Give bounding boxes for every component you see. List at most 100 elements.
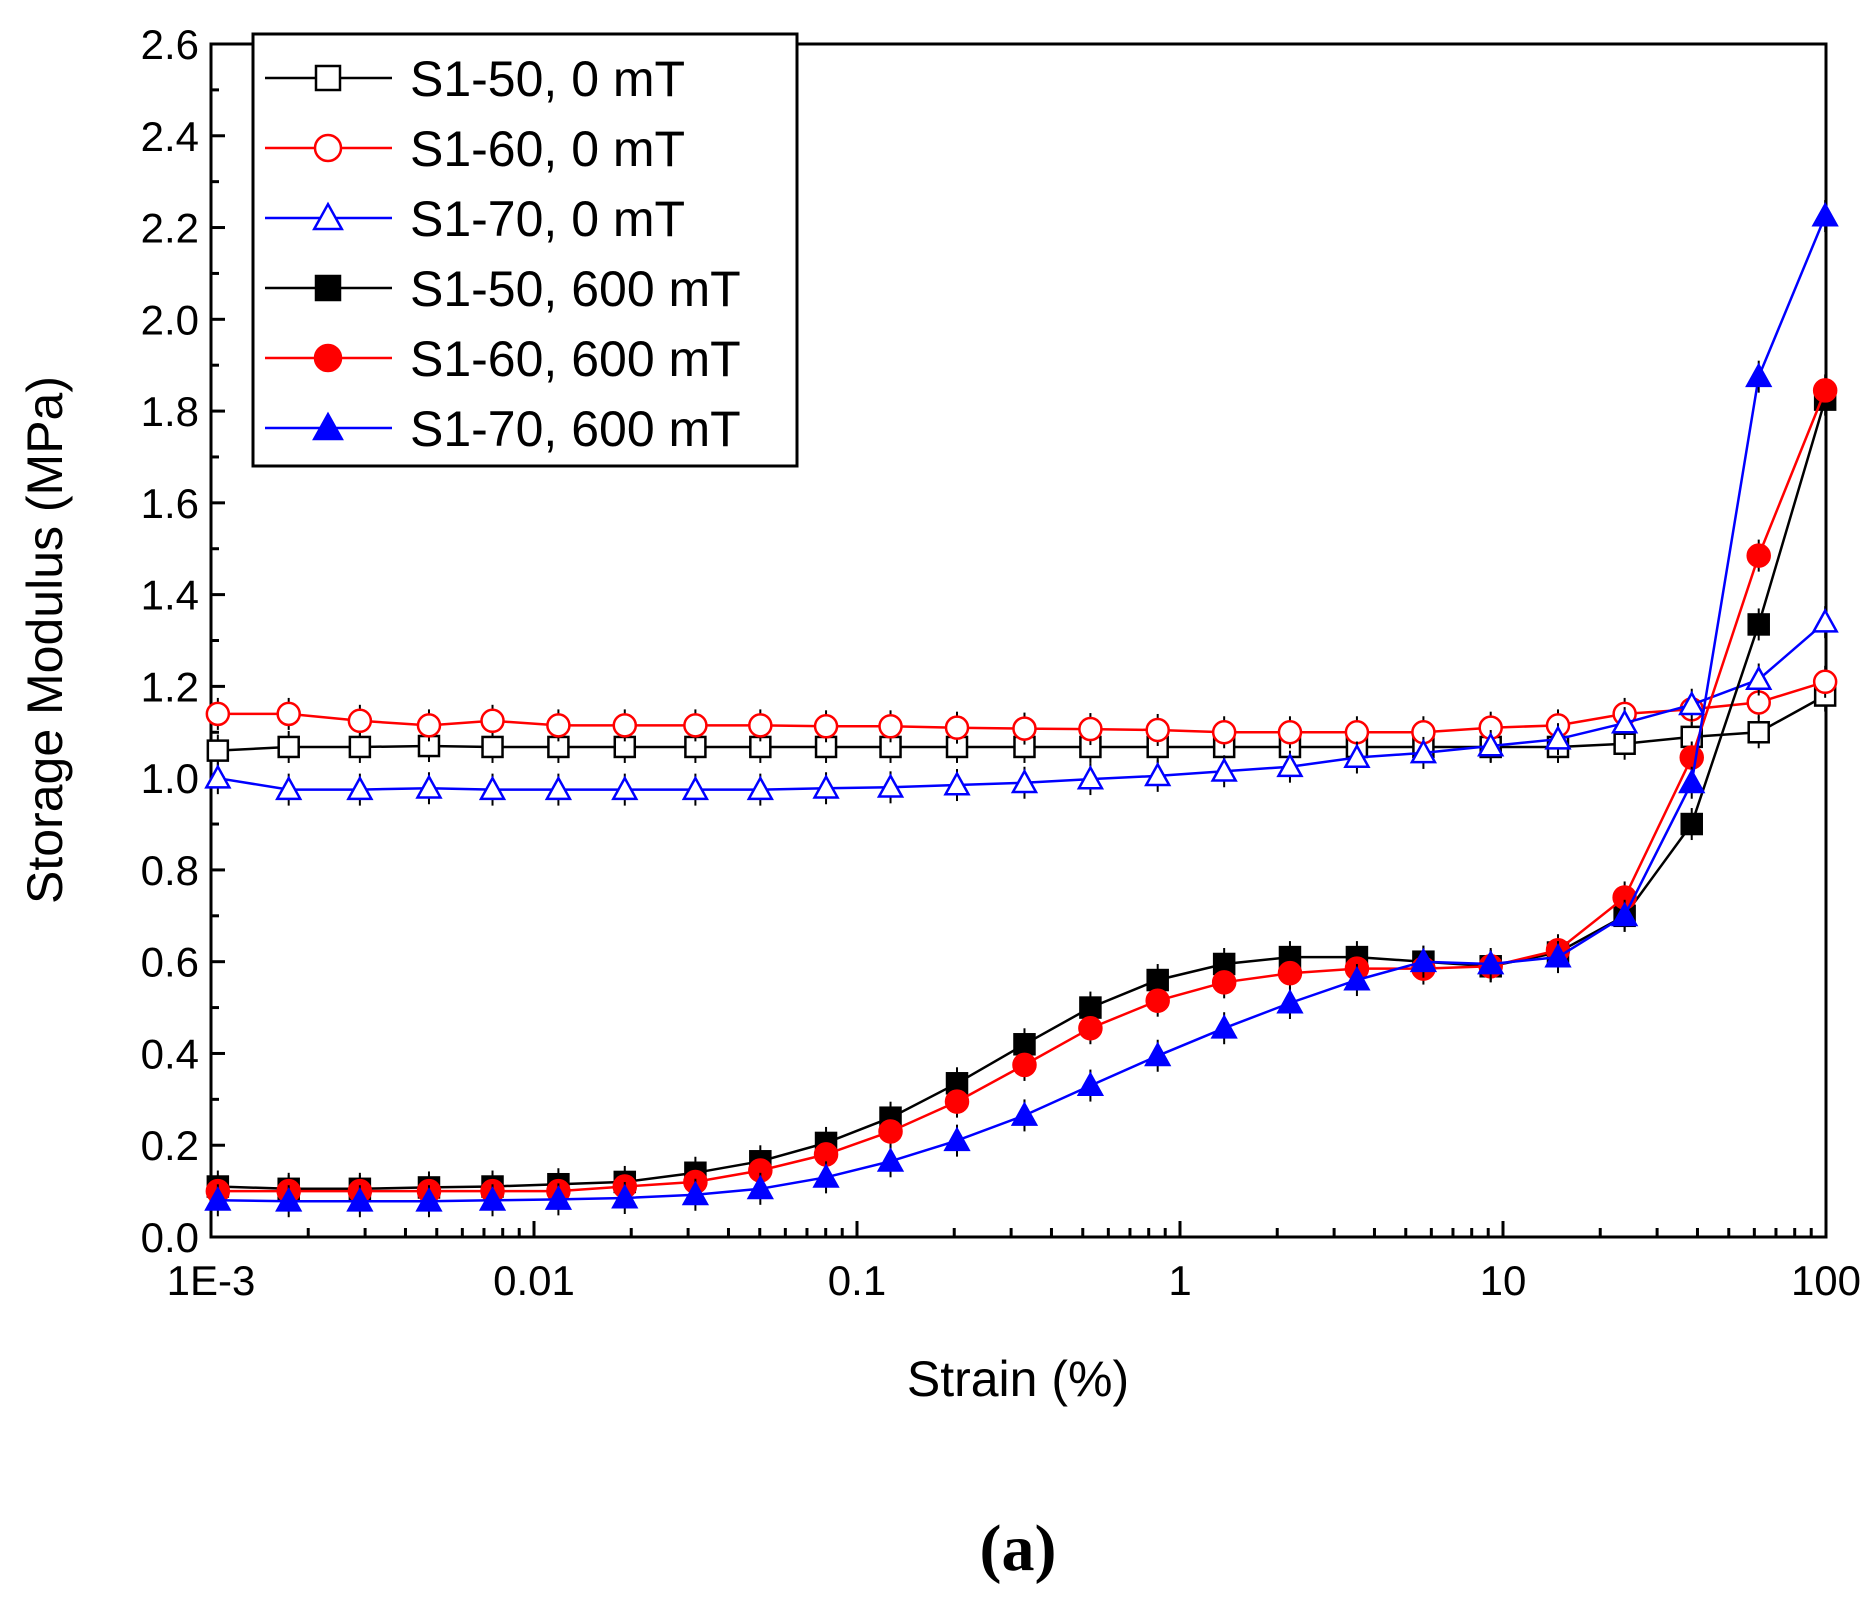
y-tick-label: 0.6 [141, 939, 199, 986]
data-point [1145, 988, 1170, 1013]
y-tick-label: 1.8 [141, 388, 199, 435]
data-point [1344, 720, 1370, 745]
figure-caption: (a) [980, 1512, 1057, 1585]
legend-marker [312, 201, 344, 231]
data-point [1277, 960, 1303, 986]
data-point [1745, 362, 1773, 388]
legend-item: S1-60, 0 mT [265, 121, 685, 177]
data-point [1679, 745, 1704, 770]
x-tick-label: 1E-3 [167, 1257, 256, 1304]
legend-marker [313, 133, 343, 163]
data-point [1144, 761, 1172, 787]
legend-box [251, 32, 799, 468]
legend-label: S1-50, 0 mT [410, 51, 685, 107]
data-point [746, 775, 774, 801]
data-point [812, 774, 840, 799]
data-point [1211, 970, 1237, 995]
data-point [275, 775, 303, 801]
data-point [1678, 768, 1706, 794]
legend-item: S1-50, 600 mT [265, 261, 741, 317]
data-point [746, 1174, 774, 1200]
data-point [1611, 709, 1639, 734]
data-point [1343, 965, 1371, 991]
data-point [1477, 949, 1505, 975]
data-point [1343, 743, 1371, 768]
y-tick-label: 2.4 [141, 113, 199, 160]
y-tick-label: 0.0 [141, 1214, 199, 1261]
data-point [1811, 201, 1839, 227]
y-tick-label: 2.6 [141, 21, 199, 68]
data-point [481, 735, 504, 759]
data-point [1078, 716, 1103, 742]
data-point [204, 1186, 232, 1211]
legend-item: S1-70, 600 mT [265, 401, 741, 457]
y-tick-label: 0.4 [141, 1030, 199, 1077]
data-point [944, 1089, 970, 1114]
data-point [1076, 764, 1105, 790]
data-point [1078, 1015, 1103, 1041]
data-point [1012, 716, 1037, 741]
data-point [544, 775, 573, 801]
data-point [1812, 669, 1838, 695]
x-axis-title: Strain (%) [907, 1351, 1129, 1407]
data-point [415, 774, 443, 799]
data-point [1145, 717, 1170, 743]
data-point [1012, 1052, 1037, 1078]
data-point [878, 1119, 903, 1144]
data-point [1812, 378, 1838, 403]
x-tick-label: 0.1 [828, 1257, 886, 1304]
legend-label: S1-60, 0 mT [410, 121, 685, 177]
data-point [876, 1147, 905, 1172]
data-point [681, 1180, 710, 1206]
data-point [277, 735, 300, 759]
data-point [1210, 757, 1238, 782]
data-point [1611, 901, 1639, 927]
series-5 [204, 200, 1839, 1218]
legend-label: S1-70, 0 mT [410, 191, 685, 247]
data-point [1680, 812, 1703, 836]
data-point [415, 1187, 443, 1212]
data-point [480, 708, 505, 734]
data-point [347, 708, 373, 734]
data-point [1678, 690, 1706, 716]
data-point [478, 1186, 507, 1211]
data-point [546, 713, 571, 738]
legend-label: S1-50, 600 mT [410, 261, 741, 317]
legend-marker [314, 274, 342, 302]
data-point [1747, 613, 1770, 636]
legend-marker [312, 411, 344, 441]
data-point [748, 713, 773, 738]
data-point [1010, 768, 1039, 794]
legend-item: S1-60, 600 mT [265, 331, 741, 387]
data-point [1144, 1041, 1172, 1067]
y-axis-title: Storage Modulus (MPa) [17, 376, 73, 904]
legend-item: S1-70, 0 mT [265, 191, 685, 247]
axes-ticks: 0.0 0.2 0.4 0.6 0.8 1.0 1.2 1.4 1.6 1.8 2.0 2.2 2.4 2… [141, 21, 1861, 1304]
data-point [878, 714, 903, 739]
x-tick-label: 1 [1168, 1257, 1191, 1304]
data-point [1746, 543, 1771, 568]
data-point [1276, 752, 1304, 778]
data-point [611, 1183, 639, 1209]
data-point [206, 739, 230, 762]
data-point [1409, 738, 1438, 764]
data-point [611, 775, 639, 801]
legend-item: S1-50, 0 mT [265, 51, 685, 107]
legend-marker [314, 64, 342, 92]
data-point [1477, 731, 1505, 757]
data-point [1745, 665, 1773, 690]
data-point [944, 715, 970, 740]
data-point [813, 714, 839, 739]
data-point [1076, 1071, 1105, 1097]
y-tick-label: 0.8 [141, 847, 199, 894]
data-point [1211, 720, 1237, 745]
series-line [217, 621, 1827, 791]
data-point [346, 775, 374, 801]
data-point [348, 735, 372, 759]
data-point [683, 713, 708, 738]
series-2 [204, 606, 1839, 806]
data-point [1811, 608, 1839, 633]
data-point [204, 764, 232, 789]
data-point [1210, 1014, 1238, 1039]
